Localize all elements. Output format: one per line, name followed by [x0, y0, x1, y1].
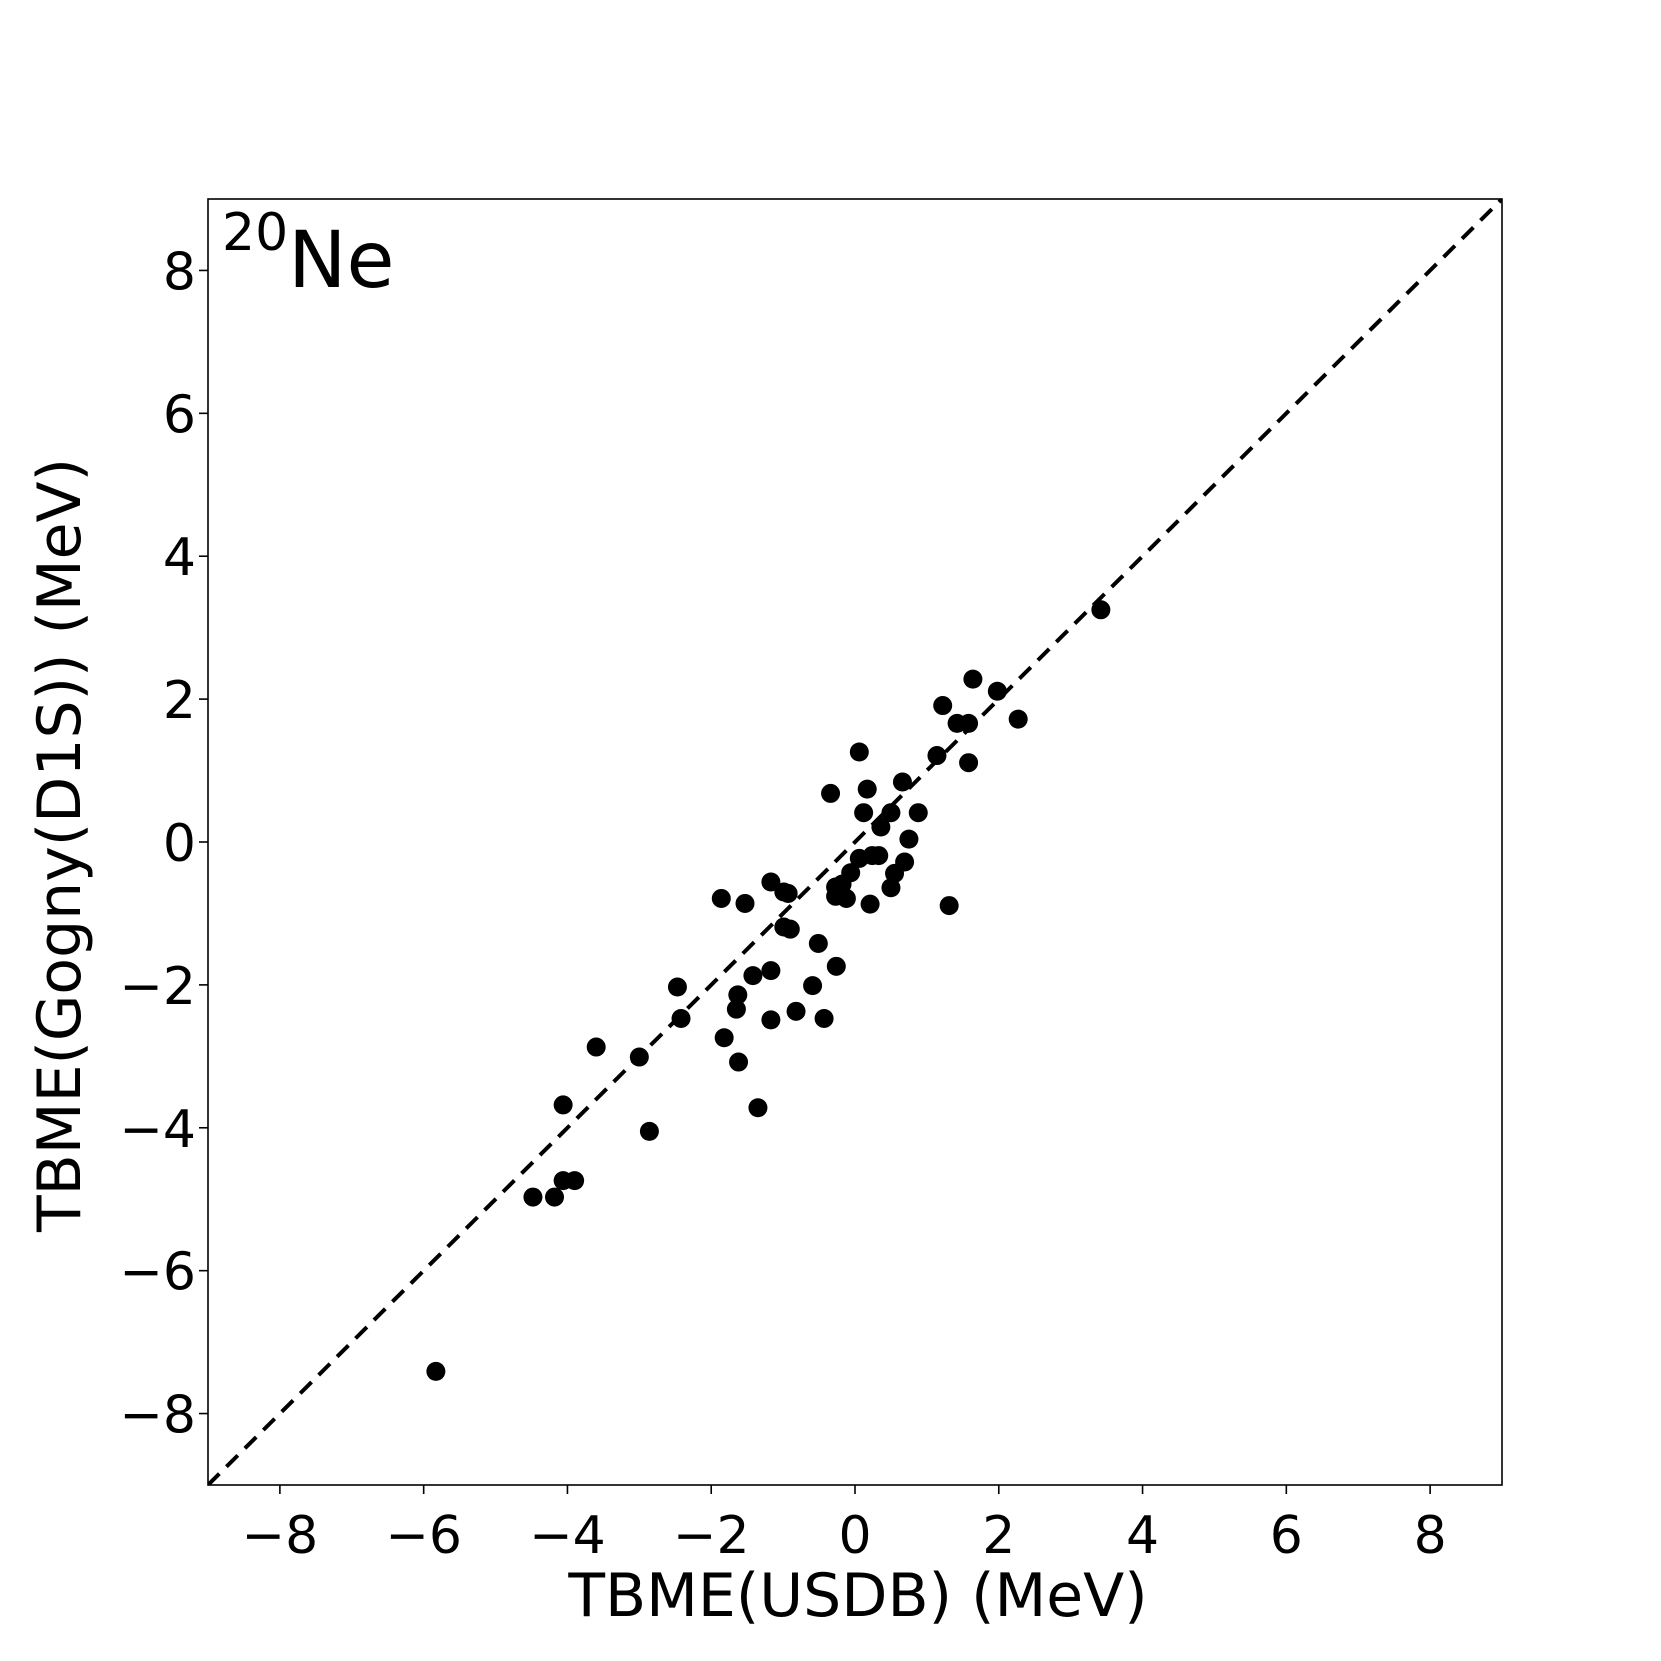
plot-area — [208, 199, 1502, 1485]
data-point — [841, 863, 861, 883]
y-tick-label: 0 — [163, 814, 196, 874]
data-point — [761, 1010, 781, 1030]
x-tick-label: 6 — [1270, 1506, 1303, 1566]
data-point — [881, 878, 901, 898]
data-point — [803, 976, 823, 996]
data-point — [735, 893, 755, 913]
data-point — [786, 1001, 806, 1021]
x-tick-label: −2 — [673, 1506, 750, 1566]
x-tick-label: 4 — [1126, 1506, 1159, 1566]
x-tick-label: 8 — [1414, 1506, 1447, 1566]
data-point — [895, 852, 915, 872]
data-point — [987, 681, 1007, 701]
data-point — [908, 803, 928, 823]
data-point — [639, 1121, 659, 1141]
x-tick-label: −8 — [242, 1506, 319, 1566]
data-point — [871, 817, 891, 837]
data-point — [849, 742, 869, 762]
nucleus-annotation: 20Ne — [222, 203, 395, 306]
data-point — [959, 713, 979, 733]
data-point — [553, 1095, 573, 1115]
data-point — [728, 985, 748, 1005]
y-tick-label: −4 — [119, 1100, 196, 1160]
data-point — [667, 977, 687, 997]
data-point — [629, 1047, 649, 1067]
axes: −8 −6 −4 −2 0 2 4 6 8 −8 −6 −4 −2 0 2 4 6 8 — [119, 198, 1503, 1566]
data-point — [826, 956, 846, 976]
data-point — [860, 894, 880, 914]
data-point — [963, 669, 983, 689]
data-point — [1091, 600, 1111, 620]
data-point — [808, 933, 828, 953]
data-point — [743, 966, 763, 986]
y-tick-label: 4 — [163, 528, 196, 588]
data-point — [933, 696, 953, 716]
data-point — [761, 872, 781, 892]
x-axis-label: TBME(USDB) (MeV) — [567, 1561, 1147, 1631]
y-tick-label: −6 — [119, 1243, 196, 1303]
data-point — [545, 1187, 565, 1207]
data-point — [836, 888, 856, 908]
data-point — [426, 1361, 446, 1381]
y-tick-label: 6 — [163, 385, 196, 445]
data-point — [892, 772, 912, 792]
annotation-label: Ne — [288, 216, 394, 306]
data-point — [1008, 709, 1028, 729]
data-point — [780, 919, 800, 939]
x-tick-label: 0 — [838, 1506, 871, 1566]
data-point — [726, 999, 746, 1019]
data-point — [854, 803, 874, 823]
x-tick-label: −4 — [529, 1506, 606, 1566]
annotation-superscript: 20 — [222, 203, 288, 263]
data-point — [821, 783, 841, 803]
data-point — [729, 1052, 749, 1072]
data-point — [814, 1008, 834, 1028]
reference-line-y-equals-x — [208, 199, 1502, 1485]
data-point — [523, 1187, 543, 1207]
data-point — [869, 846, 889, 866]
x-tick-label: −6 — [385, 1506, 462, 1566]
data-point — [586, 1037, 606, 1057]
x-tick-label: 2 — [982, 1506, 1015, 1566]
data-point — [714, 1028, 734, 1048]
y-tick-label: 8 — [163, 242, 196, 302]
y-tick-label: −8 — [119, 1386, 196, 1446]
data-point — [857, 779, 877, 799]
data-point — [761, 961, 781, 981]
data-point — [565, 1171, 585, 1191]
data-point — [959, 753, 979, 773]
data-point — [881, 803, 901, 823]
data-point — [939, 896, 959, 916]
y-tick-label: 2 — [163, 671, 196, 731]
y-axis-label: TBME(Gogny(D1S)) (MeV) — [25, 458, 95, 1233]
data-point — [711, 888, 731, 908]
data-point — [748, 1098, 768, 1118]
data-point — [927, 746, 947, 766]
y-tick-label: −2 — [119, 957, 196, 1017]
data-point — [899, 829, 919, 849]
data-point — [778, 883, 798, 903]
data-point — [671, 1008, 691, 1028]
